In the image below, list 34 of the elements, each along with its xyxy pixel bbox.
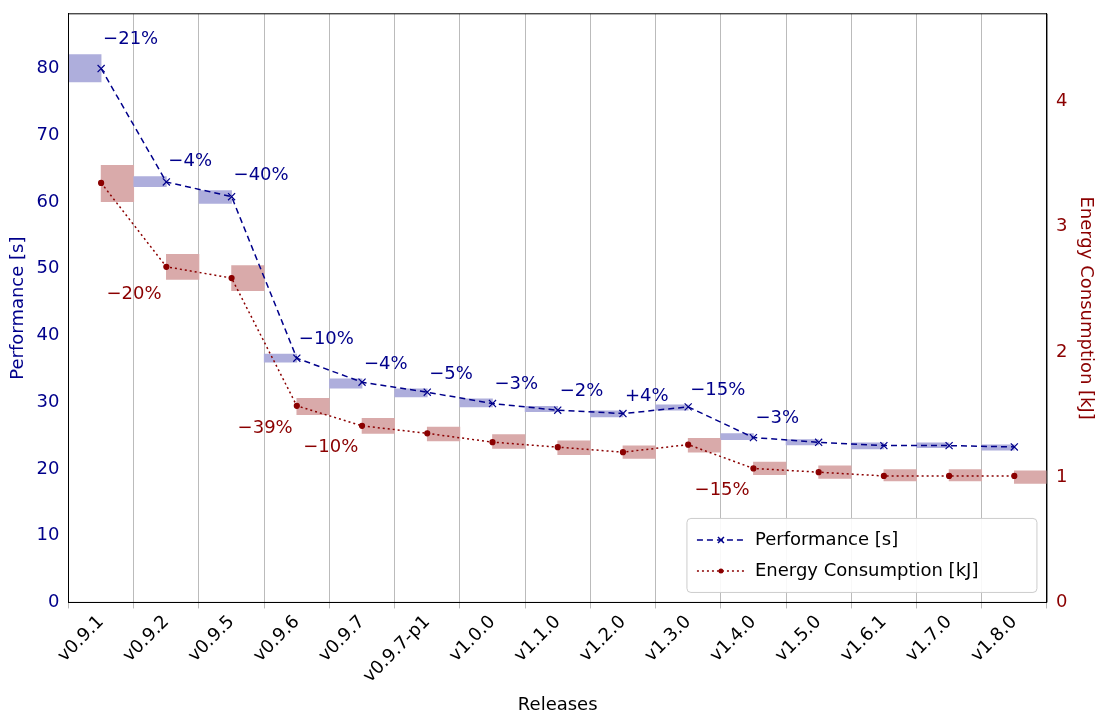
annotation: −4% bbox=[168, 149, 212, 171]
x-axis-title: Releases bbox=[517, 692, 598, 714]
annotation: +4% bbox=[624, 383, 669, 405]
y2-tick-label: 1 bbox=[1055, 464, 1068, 486]
y-tick-label: 0 bbox=[48, 590, 60, 612]
y2-axis-title: Energy Consumption [kJ] bbox=[1076, 196, 1098, 420]
legend-label: Performance [s] bbox=[754, 527, 899, 549]
y-tick-label: 40 bbox=[36, 323, 60, 345]
annotation: −10% bbox=[298, 326, 354, 348]
annotation: −3% bbox=[494, 371, 539, 393]
y-axis-title: Performance [s] bbox=[6, 236, 28, 380]
y-tick-label: 30 bbox=[36, 389, 60, 411]
y2-tick-label: 3 bbox=[1055, 214, 1068, 236]
y-tick-label: 80 bbox=[36, 56, 60, 78]
y2-tick-label: 0 bbox=[1055, 590, 1068, 612]
annotation: −4% bbox=[364, 351, 408, 373]
annotation: −5% bbox=[429, 361, 473, 383]
annotation: −15% bbox=[690, 377, 746, 399]
y2-tick-label: 4 bbox=[1055, 89, 1068, 111]
annotation: −15% bbox=[694, 477, 750, 499]
y-tick-label: 70 bbox=[36, 122, 60, 144]
annotation: −21% bbox=[103, 27, 159, 49]
annotation: −2% bbox=[559, 378, 604, 400]
y-tick-label: 60 bbox=[36, 189, 60, 211]
annotation: −20% bbox=[106, 282, 162, 304]
annotation: −39% bbox=[237, 416, 293, 438]
y-tick-label: 10 bbox=[36, 523, 60, 545]
y-tick-label: 50 bbox=[36, 256, 60, 278]
annotation: −10% bbox=[303, 435, 359, 457]
y-tick-label: 20 bbox=[36, 456, 60, 478]
legend-label: Energy Consumption [kJ] bbox=[754, 558, 979, 580]
y2-tick-label: 2 bbox=[1055, 339, 1068, 361]
annotation: −40% bbox=[233, 163, 289, 185]
annotation: −3% bbox=[755, 406, 800, 428]
